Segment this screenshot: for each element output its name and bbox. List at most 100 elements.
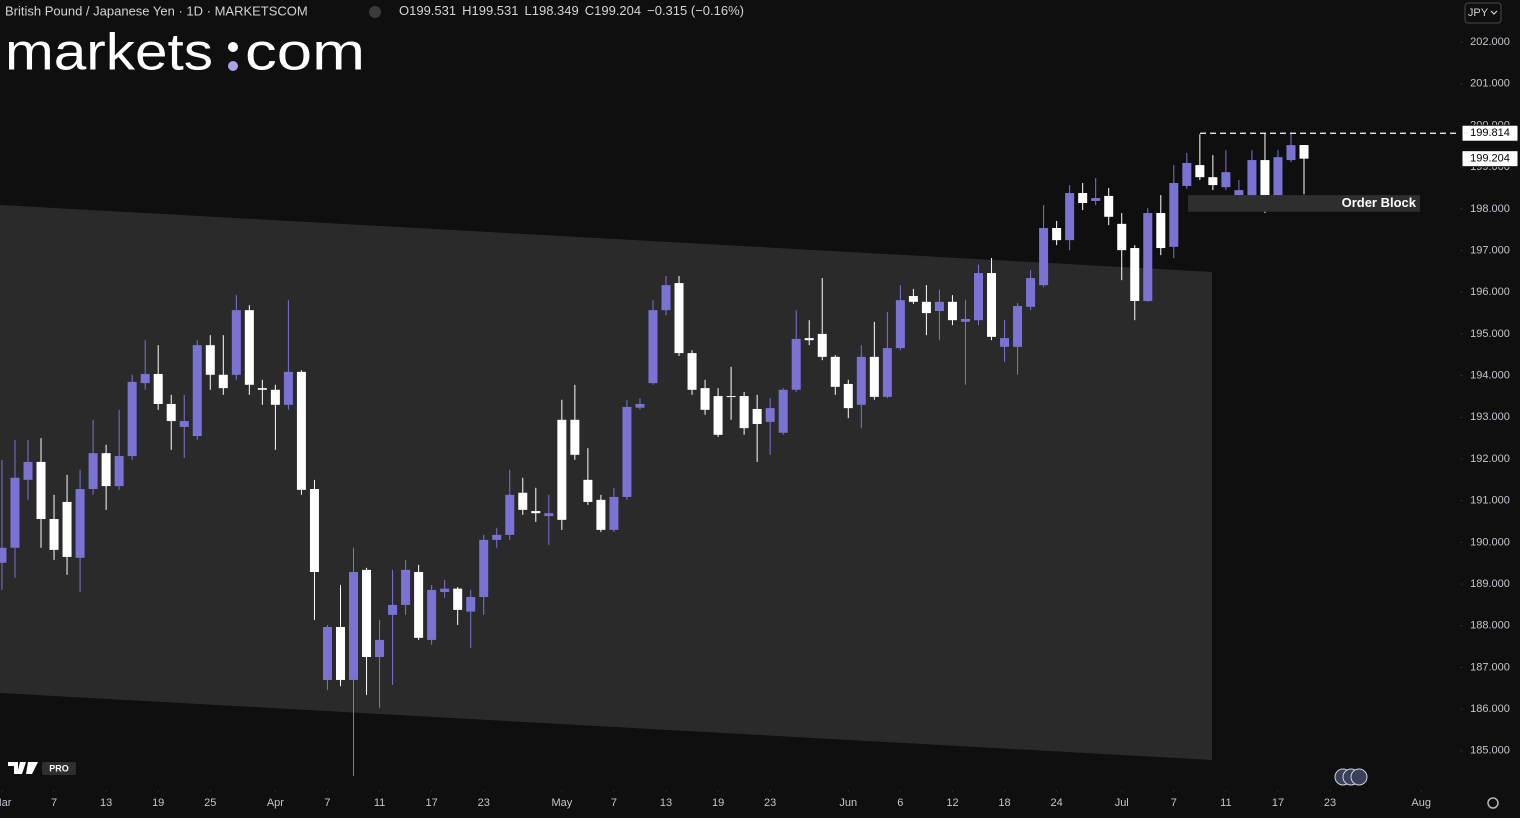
candle-body (179, 421, 189, 427)
candle-body (1000, 338, 1010, 347)
candle-body (479, 539, 489, 597)
candle-body (544, 513, 554, 517)
x-tick-label: 23 (1324, 797, 1336, 809)
candle-body (960, 318, 970, 322)
candle-body (75, 489, 85, 558)
y-tick-label: 193.000 (1470, 411, 1510, 423)
candle-body (1104, 195, 1114, 217)
settings-icon[interactable] (1487, 797, 1499, 809)
x-tick-label: 17 (426, 797, 438, 809)
tv-logo (8, 762, 38, 774)
candle-body (1026, 278, 1036, 307)
price-label: 199.204 (1470, 153, 1510, 165)
candle-body (257, 388, 267, 390)
candle-body (687, 353, 697, 390)
plot-area (0, 133, 1309, 776)
event-icons[interactable] (1334, 768, 1368, 786)
legend-low: L198.349 (525, 3, 579, 18)
candle-body (518, 492, 528, 510)
candle-body (10, 477, 20, 548)
candle-body (114, 456, 124, 487)
candle-body (349, 571, 359, 680)
candle-body (882, 348, 892, 397)
order-block: Order Block (1188, 195, 1420, 212)
candle-body (296, 371, 306, 490)
candle-body (127, 381, 137, 457)
candle-body (583, 479, 593, 502)
candle-body (322, 626, 332, 680)
legend-close: C199.204 (585, 3, 641, 18)
candle-body (140, 373, 150, 384)
candle-body (36, 461, 46, 520)
x-tick-label: 7 (51, 797, 57, 809)
candle-body (765, 408, 775, 422)
logo-dot (228, 42, 238, 52)
candle-body (661, 285, 671, 311)
candle-body (1182, 163, 1192, 186)
y-tick-label: 197.000 (1470, 244, 1510, 256)
candle-body (270, 389, 280, 405)
candle-body (1169, 183, 1179, 247)
x-tick-label: 23 (764, 797, 776, 809)
x-tick-label: 23 (478, 797, 490, 809)
candle-body (283, 371, 293, 405)
ohlc-legend: O199.531 H199.531 L198.349 C199.204 −0.315 (… (399, 3, 744, 18)
candle-body (1156, 213, 1166, 249)
candle-body (804, 338, 814, 341)
candle-body (934, 301, 944, 311)
candle-body (244, 310, 254, 385)
x-tick-label: May (551, 797, 572, 809)
y-tick-label: 186.000 (1470, 703, 1510, 715)
x-tick-label: 19 (152, 797, 164, 809)
candle-body (1221, 172, 1231, 188)
candle-body (843, 383, 853, 409)
candle-body (362, 569, 372, 658)
candle-body (309, 489, 319, 572)
candle-body (609, 496, 619, 530)
x-tick-label: 7 (1171, 797, 1177, 809)
x-tick-label: 18 (998, 797, 1010, 809)
y-tick-label: 189.000 (1470, 578, 1510, 590)
x-tick-label: 19 (712, 797, 724, 809)
candle-body (1195, 165, 1205, 178)
candle-body (531, 511, 541, 514)
candle-body (895, 300, 905, 349)
candle-body (492, 534, 502, 540)
x-tick-label: 13 (100, 797, 112, 809)
candle-body (778, 389, 788, 433)
candle-body (947, 301, 957, 321)
currency-button[interactable] (1464, 2, 1502, 24)
candle-body (375, 639, 385, 658)
axes: 185.000 186.000 187.000 188.000 189.000 190.0… (0, 36, 1510, 809)
currency-label[interactable]: JPY (1468, 7, 1489, 19)
candle-body (1117, 223, 1127, 251)
x-tick-label: 6 (897, 797, 903, 809)
candle-body (414, 571, 424, 638)
candle-body (648, 310, 658, 384)
candle-body (1039, 228, 1049, 286)
candle-body (388, 604, 398, 615)
status-dot (369, 6, 381, 18)
candle-body (505, 494, 515, 535)
legend-high: H199.531 (462, 3, 518, 18)
candle-body (1065, 193, 1075, 241)
order-block-label: Order Block (1342, 195, 1417, 210)
candle-body (153, 373, 163, 404)
candle-body (713, 396, 723, 435)
candle-body (830, 356, 840, 387)
candle-body (440, 588, 450, 592)
candle-body (973, 273, 983, 321)
candle-body (1013, 305, 1023, 347)
x-tick-label: 11 (374, 797, 385, 809)
x-tick-label: Mar (0, 797, 12, 809)
y-tick-label: 188.000 (1470, 620, 1510, 632)
candle-body (1078, 193, 1088, 204)
event-icon[interactable] (1350, 768, 1368, 786)
dropdown-icon[interactable] (1490, 10, 1498, 15)
candle-body (101, 453, 111, 487)
candle-body (1286, 145, 1296, 161)
y-tick-label: 202.000 (1470, 36, 1510, 48)
candle-body (1234, 190, 1244, 196)
candle-body (231, 310, 241, 375)
